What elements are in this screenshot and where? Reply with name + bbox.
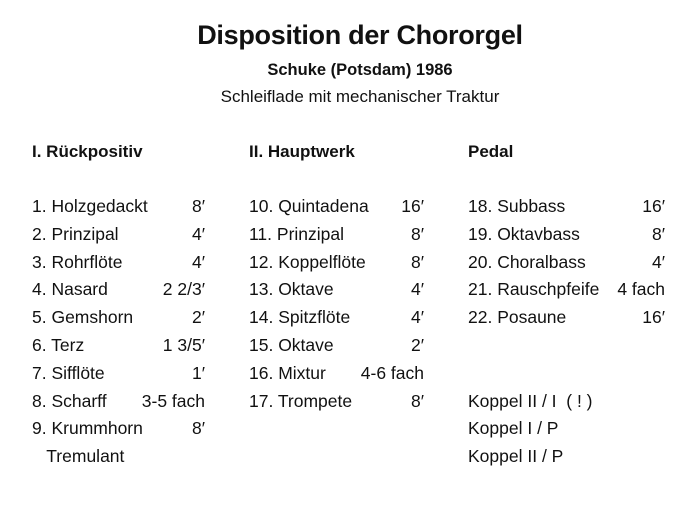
stop-name: 13. Oktave [249, 279, 334, 300]
subtitle-action: Schleiflade mit mechanischer Traktur [220, 87, 500, 106]
stop-name: 8. Scharff [32, 390, 107, 411]
stop-pitch: 2′ [191, 307, 205, 328]
stop-name: 15. Oktave [249, 335, 334, 355]
stop-pitch: 4-6 fach [360, 362, 424, 383]
stop-pitch: 2 2/3′ [162, 279, 205, 300]
coupler-row: Koppel I / P [468, 418, 665, 442]
stop-name: 11. Prinzipal [249, 223, 345, 244]
stop-name: 4. Nasard [32, 279, 108, 300]
stop-name: 10. Quintadena [249, 196, 369, 216]
stop-name: 18. Subbass [468, 196, 566, 216]
stop-pitch: 8′ [410, 223, 424, 244]
stop-pitch: 8′ [191, 196, 205, 216]
stop-row: 12. Koppelflöte 8′ [249, 252, 424, 276]
coupler-name: Koppel II / I ( ! ) [468, 390, 593, 411]
stop-pitch: 4′ [410, 279, 424, 300]
stop-name: 7. Sifflöte [32, 362, 105, 383]
division-column: II. Hauptwerk 10. Quintadena 16′ 11. Prinzi… [249, 0, 424, 509]
stop-name: 6. Terz [32, 335, 85, 355]
stop-pitch: 4 fach [617, 279, 665, 300]
stop-row: 13. Oktave 4′ [249, 279, 424, 303]
stop-pitch: 8′ [410, 390, 424, 411]
stop-name: 2. Prinzipal [32, 223, 119, 244]
stop-name: 17. Trompete [249, 390, 353, 411]
stop-pitch: 8′ [191, 418, 205, 439]
stop-row: 2. Prinzipal 4′ [32, 224, 205, 248]
stop-row: Tremulant [32, 446, 205, 470]
stop-row: 4. Nasard 2 2/3′ [32, 279, 205, 303]
stop-pitch: 8′ [651, 223, 665, 244]
stop-row: 16. Mixtur 4-6 fach [249, 363, 424, 387]
stop-name: 21. Rauschpfeife [468, 279, 600, 300]
stop-name: 12. Koppelflöte [249, 251, 366, 272]
coupler-row: Koppel II / P [468, 446, 665, 470]
stop-row: 8. Scharff 3-5 fach [32, 391, 205, 415]
page-title: Disposition der Chororgel [197, 20, 523, 50]
division-heading: Pedal [468, 142, 514, 161]
stop-row: 6. Terz 1 3/5′ [32, 335, 205, 359]
stop-pitch: 2′ [410, 335, 424, 355]
stop-row: 22. Posaune 16′ [468, 307, 665, 331]
stop-row: 9. Krummhorn 8′ [32, 418, 205, 442]
stop-row: 18. Subbass 16′ [468, 196, 665, 220]
coupler-name: Koppel I / P [468, 418, 559, 439]
stop-row: 10. Quintadena 16′ [249, 196, 424, 220]
stop-pitch: 16′ [401, 196, 424, 216]
stop-pitch: 4′ [651, 251, 665, 272]
stop-name: 16. Mixtur [249, 362, 326, 383]
division-column: I. Rückpositiv 1. Holzgedackt 8′ 2. Prinzip… [32, 0, 205, 509]
subtitle-builder: Schuke (Potsdam) 1986 [267, 61, 453, 79]
stop-name: 22. Posaune [468, 307, 567, 328]
stop-row: 1. Holzgedackt 8′ [32, 196, 205, 220]
stop-name: 19. Oktavbass [468, 223, 580, 244]
stop-pitch: 8′ [410, 251, 424, 272]
division-column: Pedal 18. Subbass 16′ 19. Oktavbass 8′ 20. Ch… [468, 0, 665, 509]
stop-pitch: 16′ [642, 196, 665, 216]
stop-name: 5. Gemshorn [32, 307, 134, 328]
stop-row: 7. Sifflöte 1′ [32, 363, 205, 387]
stop-name: 1. Holzgedackt [32, 196, 148, 216]
coupler-name: Koppel II / P [468, 446, 564, 467]
stop-name: 14. Spitzflöte [249, 307, 351, 328]
stop-pitch: 1′ [191, 362, 205, 383]
stop-row: 20. Choralbass 4′ [468, 252, 665, 276]
stop-row: 5. Gemshorn 2′ [32, 307, 205, 331]
division-heading: I. Rückpositiv [32, 142, 143, 161]
stop-name: Tremulant [32, 446, 125, 467]
stop-row: 11. Prinzipal 8′ [249, 224, 424, 248]
stop-name: 20. Choralbass [468, 251, 586, 272]
stop-row: 17. Trompete 8′ [249, 391, 424, 415]
stop-row: 21. Rauschpfeife 4 fach [468, 279, 665, 303]
stop-row: 3. Rohrflöte 4′ [32, 252, 205, 276]
stop-row: 19. Oktavbass 8′ [468, 224, 665, 248]
stop-name: 9. Krummhorn [32, 418, 143, 439]
stop-row: 15. Oktave 2′ [249, 335, 424, 359]
stop-row: 14. Spitzflöte 4′ [249, 307, 424, 331]
stop-pitch: 3-5 fach [141, 390, 205, 411]
coupler-row: Koppel II / I ( ! ) [468, 391, 665, 415]
stop-pitch: 4′ [410, 307, 424, 328]
stop-pitch: 16′ [642, 307, 665, 328]
stop-pitch: 4′ [191, 223, 205, 244]
stop-pitch: 4′ [191, 251, 205, 272]
stop-pitch: 1 3/5′ [162, 335, 205, 355]
stop-name: 3. Rohrflöte [32, 251, 123, 272]
division-heading: II. Hauptwerk [249, 142, 355, 161]
